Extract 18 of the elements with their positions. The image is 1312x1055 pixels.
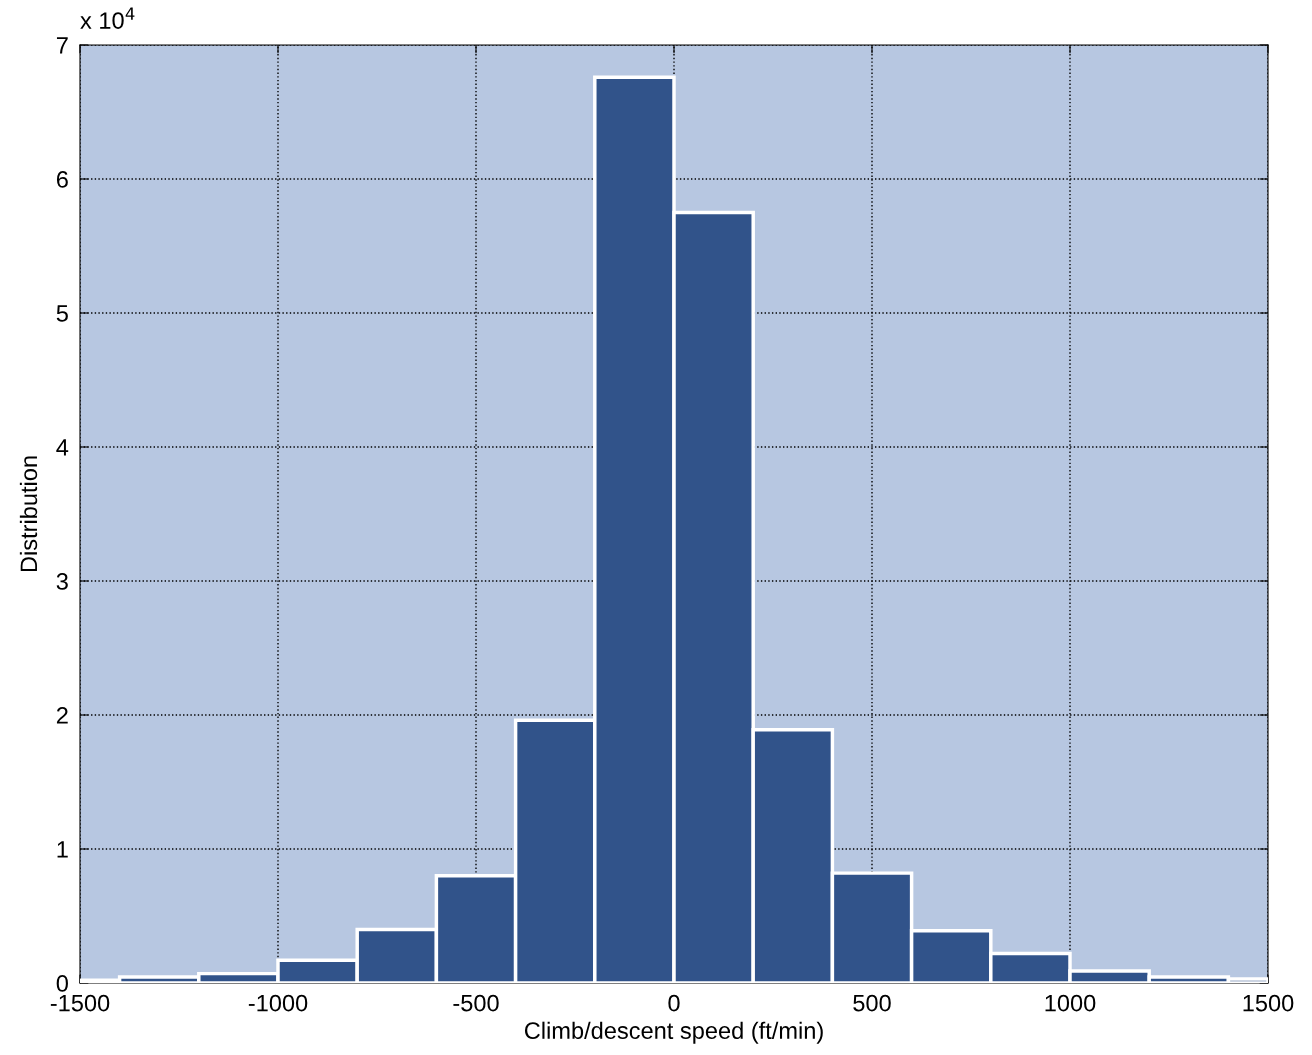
x-tick-label: 1000 [1045,994,1096,1012]
y-tick-label: 7 [56,37,68,54]
x-axis-title: Climb/descent speed (ft/min) [524,1021,823,1044]
y-axis-title: Distribution [19,456,38,572]
y-tick-label: 1 [57,841,68,858]
x-tick-label: 1500 [1243,994,1294,1012]
y-tick-label: 3 [56,573,68,590]
x-tick-label: -1000 [248,994,308,1012]
x-tick-label: -1500 [50,994,110,1012]
x-tick-label: 500 [853,994,891,1012]
x-tick-label: -500 [453,994,499,1012]
y-tick-label: 2 [56,707,68,724]
y-tick-label: 4 [56,439,69,456]
y-tick-label: 0 [56,975,68,992]
y-tick-label: 6 [56,171,68,188]
y-tick-label: 5 [56,305,68,322]
x-tick-label: 0 [668,994,680,1012]
text: x 10$^{4}$ [80,7,135,29]
